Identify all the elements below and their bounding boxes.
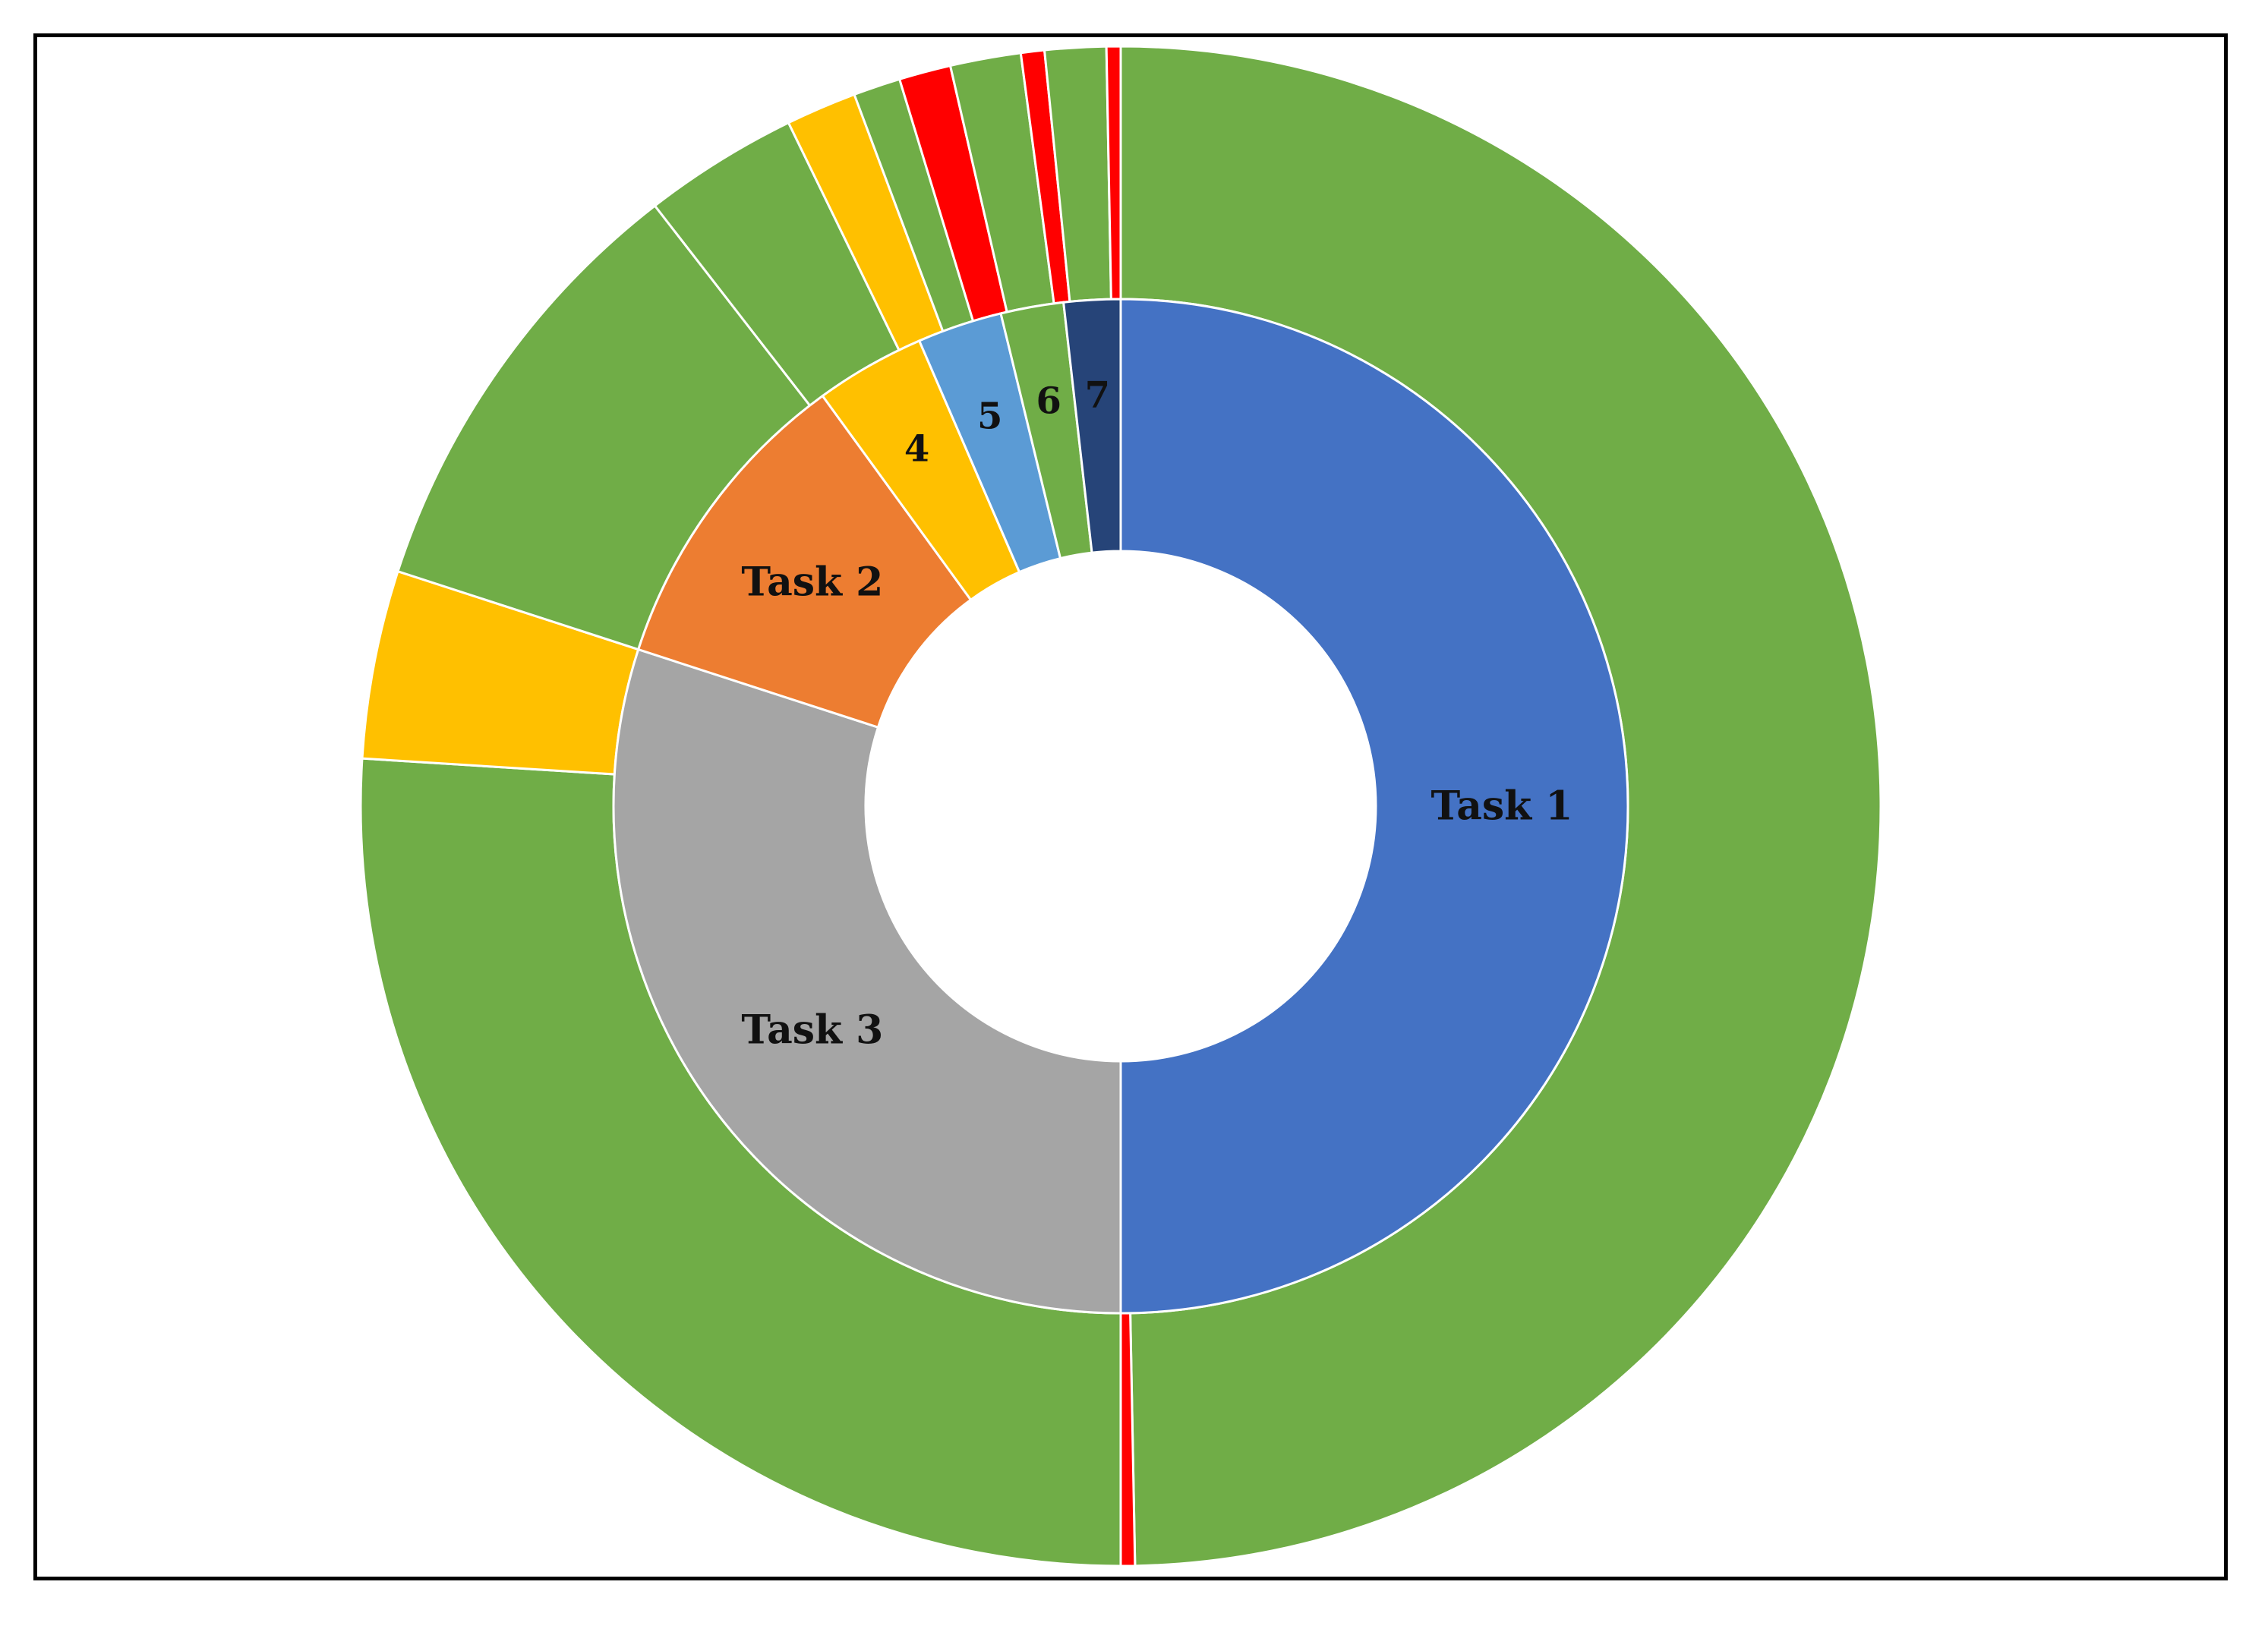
segment-label-2: Task 3: [741, 1007, 883, 1054]
segment-label-4: 4: [904, 427, 929, 470]
segment-labels: Task 1 Task 3 Task 2 4 5 6 7: [741, 374, 1572, 1054]
segment-label-3: Task 2: [741, 559, 883, 605]
segment-label-1: Task 1: [1431, 783, 1572, 830]
segment-label-7: 7: [1085, 374, 1110, 417]
inner-segment-1: [1119, 298, 1629, 1315]
inner-ring: [612, 298, 1629, 1315]
segment-label-5: 5: [977, 395, 1002, 437]
segment-label-6: 6: [1036, 380, 1061, 423]
sunburst-chart: Task 1 Task 3 Task 2 4 5 6 7: [359, 45, 1882, 1568]
center-hole: [866, 551, 1376, 1061]
